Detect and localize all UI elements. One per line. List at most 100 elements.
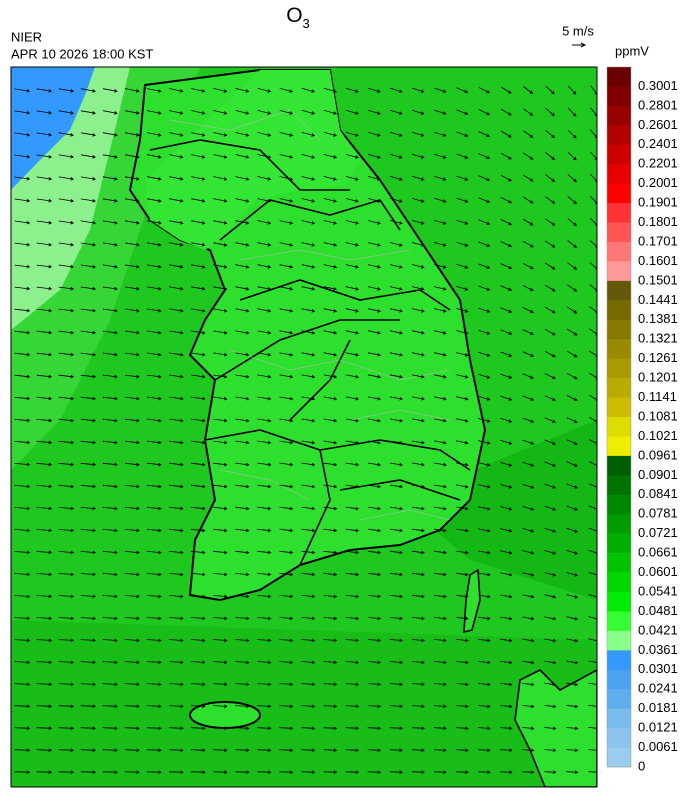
wind-arrow: [257, 418, 272, 423]
wind-arrow: [279, 418, 294, 423]
wind-arrow: [146, 682, 162, 687]
wind-arrow: [301, 462, 316, 467]
wind-arrow: [235, 132, 250, 137]
wind-arrow: [545, 174, 556, 182]
wind-arrow: [14, 572, 31, 577]
wind-arrow: [301, 484, 316, 489]
wind-arrow: [434, 264, 447, 269]
wind-arrow: [323, 484, 338, 489]
wind-arrow: [566, 726, 579, 731]
wind-arrow: [411, 440, 425, 445]
wind-arrow: [146, 396, 162, 401]
wind-arrow: [146, 748, 162, 752]
wind-arrow: [301, 132, 316, 137]
wind-arrow: [80, 682, 97, 687]
wind-arrow: [434, 175, 447, 181]
wind-arrow: [389, 220, 403, 225]
wind-arrow: [169, 704, 184, 709]
wind-arrow: [58, 748, 75, 752]
wind-arrow: [80, 660, 97, 665]
wind-arrow: [566, 660, 579, 665]
colorbar-label: 0.0901: [638, 467, 678, 482]
wind-arrow: [522, 506, 535, 511]
wind-arrow: [191, 352, 206, 357]
wind-arrow: [279, 110, 294, 115]
wind-arrow: [36, 638, 53, 643]
wind-arrow: [522, 461, 535, 467]
wind-arrow: [367, 682, 382, 687]
wind-arrow: [323, 87, 338, 93]
wind-arrow: [544, 262, 556, 270]
wind-arrow: [257, 506, 272, 511]
wind-arrow: [433, 594, 447, 599]
colorbar-label: 0.0241: [638, 681, 678, 696]
wind-arrow: [36, 220, 53, 225]
wind-arrow: [522, 218, 534, 226]
wind-arrow: [102, 660, 119, 665]
wind-arrow: [124, 704, 140, 709]
wind-arrow: [80, 352, 97, 357]
wind-arrow: [456, 594, 469, 599]
wind-arrow: [36, 264, 53, 269]
wind-arrow: [257, 286, 272, 291]
wind-arrow: [590, 129, 597, 139]
wind-arrow: [80, 484, 97, 489]
wind-arrow: [58, 726, 75, 730]
wind-arrow: [80, 308, 97, 313]
wind-arrow: [124, 550, 140, 555]
wind-arrow: [500, 616, 513, 621]
colorbar-box: [607, 183, 631, 204]
colorbar-box: [607, 533, 631, 554]
wind-arrow: [279, 572, 294, 577]
colorbar-box: [607, 86, 631, 107]
wind-arrow: [566, 527, 579, 533]
wind-arrow: [257, 484, 272, 489]
wind-arrow: [279, 330, 294, 335]
wind-arrow: [191, 242, 206, 247]
colorbar-box: [607, 611, 631, 632]
wind-arrow: [169, 528, 184, 533]
wind-arrow: [323, 726, 338, 730]
wind-arrow: [169, 484, 184, 489]
wind-arrow: [213, 176, 228, 181]
wind-arrow: [456, 197, 469, 203]
wind-arrow: [169, 352, 184, 357]
wind-arrow: [191, 110, 206, 115]
wind-arrow: [235, 616, 250, 621]
wind-arrow: [58, 660, 75, 665]
wind-arrow: [389, 704, 404, 709]
wind-arrow: [456, 87, 469, 93]
wind-arrow: [367, 131, 381, 137]
wind-arrow: [235, 550, 250, 555]
wind-arrow: [323, 374, 338, 379]
wind-arrow: [456, 352, 469, 357]
wind-arrow: [102, 572, 118, 577]
wind-arrow: [169, 418, 184, 423]
wind-arrow: [102, 132, 118, 137]
wind-arrow: [522, 704, 535, 709]
map: [11, 67, 597, 787]
wind-arrow: [124, 506, 140, 511]
wind-arrow: [213, 242, 228, 247]
wind-arrow: [279, 594, 294, 599]
wind-arrow: [213, 506, 228, 511]
wind-arrow: [257, 594, 272, 599]
wind-arrow: [169, 770, 184, 774]
colorbar-label: 0.1261: [638, 350, 678, 365]
wind-arrow: [456, 263, 469, 269]
wind-arrow: [478, 440, 491, 445]
wind-arrow: [544, 748, 557, 752]
wind-arrow: [36, 462, 53, 467]
wind-arrow: [58, 484, 75, 489]
wind-arrow: [522, 682, 535, 687]
wind-arrow: [434, 197, 447, 203]
wind-arrow: [235, 176, 250, 181]
wind-arrow: [257, 682, 272, 687]
wind-arrow: [523, 108, 534, 116]
wind-arrow: [213, 770, 228, 774]
wind-arrow: [213, 748, 228, 752]
wind-arrow: [213, 396, 228, 401]
wind-arrow: [478, 329, 491, 335]
wind-arrow: [124, 440, 140, 445]
wind-arrow: [345, 418, 360, 423]
